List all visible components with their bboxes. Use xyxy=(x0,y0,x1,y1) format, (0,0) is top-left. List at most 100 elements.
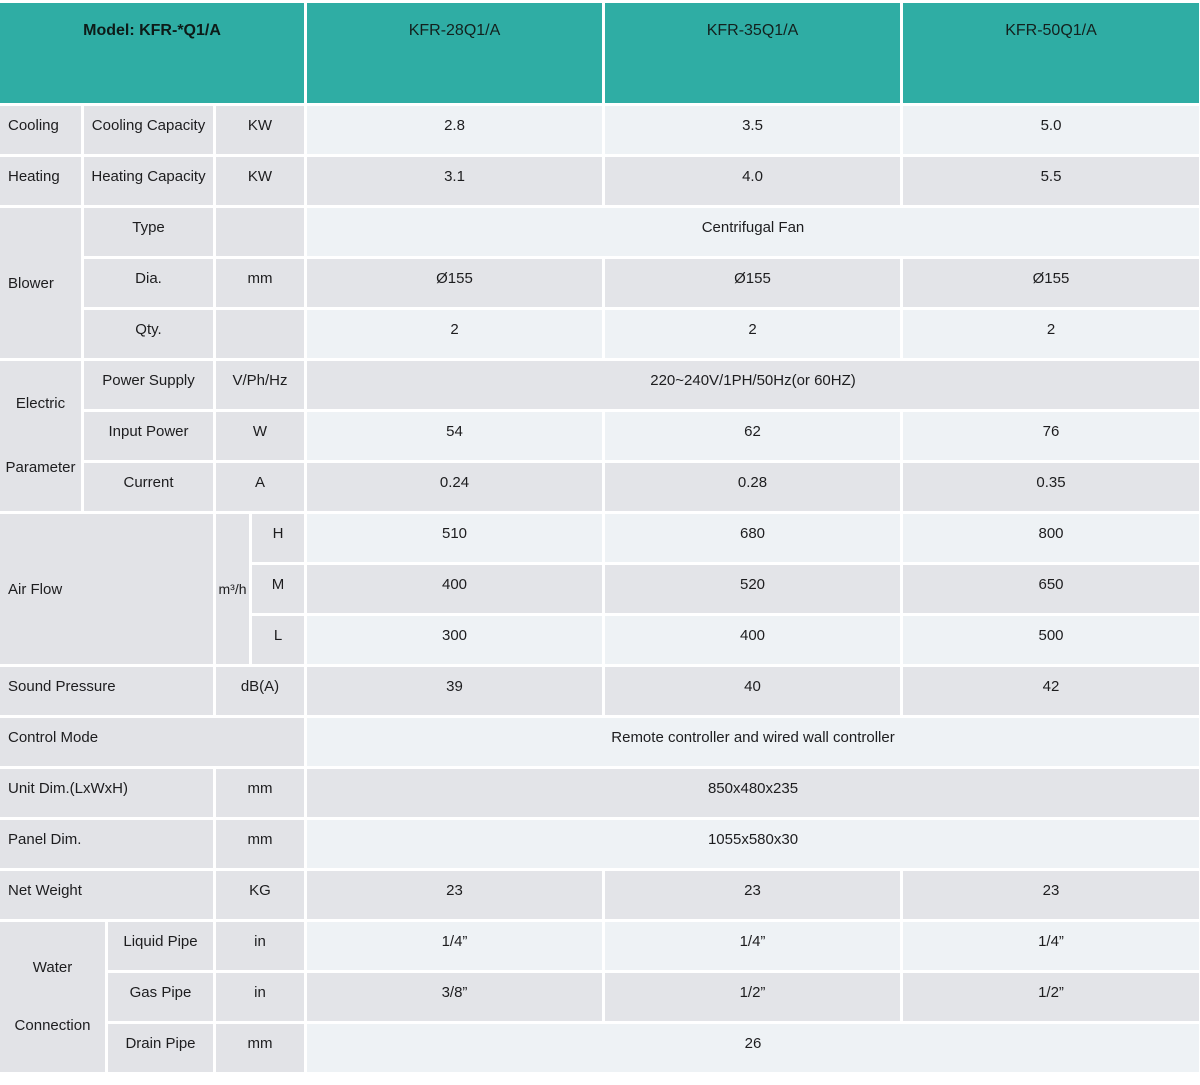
water-connection-section: Water Connection Liquid Pipe in 1/4” 1/4… xyxy=(0,922,1200,1072)
airflow-mid-value-kfr50: 650 xyxy=(903,565,1199,613)
airflow-low-value-kfr50: 500 xyxy=(903,616,1199,664)
current-value-kfr28: 0.24 xyxy=(307,463,602,511)
airflow-section: Air Flow m³/h H 510 680 800 M 400 520 65… xyxy=(0,514,1200,664)
heating-value-kfr50: 5.5 xyxy=(903,157,1199,205)
input-power-param: Input Power xyxy=(84,412,213,460)
blower-type-param: Type xyxy=(84,208,213,256)
sound-pressure-value-kfr50: 42 xyxy=(903,667,1199,715)
power-supply-param: Power Supply xyxy=(84,361,213,409)
current-param: Current xyxy=(84,463,213,511)
current-value-kfr50: 0.35 xyxy=(903,463,1199,511)
sound-pressure-value-kfr28: 39 xyxy=(307,667,602,715)
cooling-value-kfr28: 2.8 xyxy=(307,106,602,154)
model-header-cell: Model: KFR-*Q1/A xyxy=(0,3,304,103)
airflow-level-mid: M xyxy=(252,565,304,613)
heating-value-kfr28: 3.1 xyxy=(307,157,602,205)
power-supply-unit: V/Ph/Hz xyxy=(216,361,304,409)
cooling-value-kfr50: 5.0 xyxy=(903,106,1199,154)
input-power-value-kfr35: 62 xyxy=(605,412,900,460)
column-header-kfr35: KFR-35Q1/A xyxy=(605,3,900,103)
heating-label: Heating xyxy=(0,157,81,205)
power-supply-value: 220~240V/1PH/50Hz(or 60HZ) xyxy=(307,361,1199,409)
heating-value-kfr35: 4.0 xyxy=(605,157,900,205)
net-weight-value-kfr35: 23 xyxy=(605,871,900,919)
electric-section: Electric Parameter Power Supply V/Ph/Hz … xyxy=(0,361,1200,511)
column-header-kfr50: KFR-50Q1/A xyxy=(903,3,1199,103)
input-power-value-kfr50: 76 xyxy=(903,412,1199,460)
blower-qty-value-kfr28: 2 xyxy=(307,310,602,358)
control-mode-label: Control Mode xyxy=(0,718,304,766)
blower-qty-value-kfr50: 2 xyxy=(903,310,1199,358)
airflow-low-value-kfr35: 400 xyxy=(605,616,900,664)
blower-qty-param: Qty. xyxy=(84,310,213,358)
unit-dim-unit: mm xyxy=(216,769,304,817)
blower-dia-param: Dia. xyxy=(84,259,213,307)
sound-pressure-label: Sound Pressure xyxy=(0,667,213,715)
drain-pipe-unit: mm xyxy=(216,1024,304,1072)
blower-dia-value-kfr35: Ø155 xyxy=(605,259,900,307)
drain-pipe-value: 26 xyxy=(307,1024,1199,1072)
sound-pressure-value-kfr35: 40 xyxy=(605,667,900,715)
input-power-value-kfr28: 54 xyxy=(307,412,602,460)
gas-pipe-value-kfr50: 1/2” xyxy=(903,973,1199,1021)
blower-qty-unit-empty xyxy=(216,310,304,358)
heating-capacity-param: Heating Capacity xyxy=(84,157,213,205)
airflow-level-low: L xyxy=(252,616,304,664)
blower-type-value: Centrifugal Fan xyxy=(307,208,1199,256)
cooling-unit: KW xyxy=(216,106,304,154)
airflow-high-value-kfr50: 800 xyxy=(903,514,1199,562)
liquid-pipe-value-kfr35: 1/4” xyxy=(605,922,900,970)
blower-dia-unit: mm xyxy=(216,259,304,307)
gas-pipe-param: Gas Pipe xyxy=(108,973,213,1021)
heating-unit: KW xyxy=(216,157,304,205)
airflow-label: Air Flow xyxy=(0,514,213,664)
net-weight-label: Net Weight xyxy=(0,871,213,919)
drain-pipe-param: Drain Pipe xyxy=(108,1024,213,1072)
airflow-high-value-kfr28: 510 xyxy=(307,514,602,562)
airflow-level-high: H xyxy=(252,514,304,562)
net-weight-value-kfr50: 23 xyxy=(903,871,1199,919)
liquid-pipe-value-kfr50: 1/4” xyxy=(903,922,1199,970)
airflow-mid-value-kfr28: 400 xyxy=(307,565,602,613)
net-weight-unit: KG xyxy=(216,871,304,919)
airflow-high-value-kfr35: 680 xyxy=(605,514,900,562)
airflow-unit: m³/h xyxy=(216,514,249,664)
blower-label: Blower xyxy=(0,208,81,358)
electric-parameter-label: Electric Parameter xyxy=(0,361,81,511)
blower-dia-value-kfr50: Ø155 xyxy=(903,259,1199,307)
liquid-pipe-unit: in xyxy=(216,922,304,970)
blower-section: Blower Type Centrifugal Fan Dia. mm Ø155… xyxy=(0,208,1200,358)
current-value-kfr35: 0.28 xyxy=(605,463,900,511)
unit-dim-label: Unit Dim.(LxWxH) xyxy=(0,769,213,817)
blower-type-unit-empty xyxy=(216,208,304,256)
cooling-label: Cooling xyxy=(0,106,81,154)
gas-pipe-value-kfr28: 3/8” xyxy=(307,973,602,1021)
liquid-pipe-value-kfr28: 1/4” xyxy=(307,922,602,970)
column-header-kfr28: KFR-28Q1/A xyxy=(307,3,602,103)
cooling-value-kfr35: 3.5 xyxy=(605,106,900,154)
airflow-low-value-kfr28: 300 xyxy=(307,616,602,664)
blower-qty-value-kfr35: 2 xyxy=(605,310,900,358)
cooling-capacity-param: Cooling Capacity xyxy=(84,106,213,154)
header-row: Model: KFR-*Q1/A KFR-28Q1/A KFR-35Q1/A K… xyxy=(0,3,1200,103)
panel-dim-value: 1055x580x30 xyxy=(307,820,1199,868)
blower-dia-value-kfr28: Ø155 xyxy=(307,259,602,307)
sound-pressure-row: Sound Pressure dB(A) 39 40 42 xyxy=(0,667,1200,715)
input-power-unit: W xyxy=(216,412,304,460)
panel-dim-unit: mm xyxy=(216,820,304,868)
net-weight-value-kfr28: 23 xyxy=(307,871,602,919)
unit-dim-value: 850x480x235 xyxy=(307,769,1199,817)
liquid-pipe-param: Liquid Pipe xyxy=(108,922,213,970)
gas-pipe-value-kfr35: 1/2” xyxy=(605,973,900,1021)
current-unit: A xyxy=(216,463,304,511)
sound-pressure-unit: dB(A) xyxy=(216,667,304,715)
gas-pipe-unit: in xyxy=(216,973,304,1021)
control-mode-row: Control Mode Remote controller and wired… xyxy=(0,718,1200,766)
control-mode-value: Remote controller and wired wall control… xyxy=(307,718,1199,766)
airflow-mid-value-kfr35: 520 xyxy=(605,565,900,613)
dimensions-section: Unit Dim.(LxWxH) mm 850x480x235 Panel Di… xyxy=(0,769,1200,919)
capacity-section: Cooling Cooling Capacity KW 2.8 3.5 5.0 … xyxy=(0,106,1200,205)
water-connection-label: Water Connection xyxy=(0,922,105,1072)
panel-dim-label: Panel Dim. xyxy=(0,820,213,868)
